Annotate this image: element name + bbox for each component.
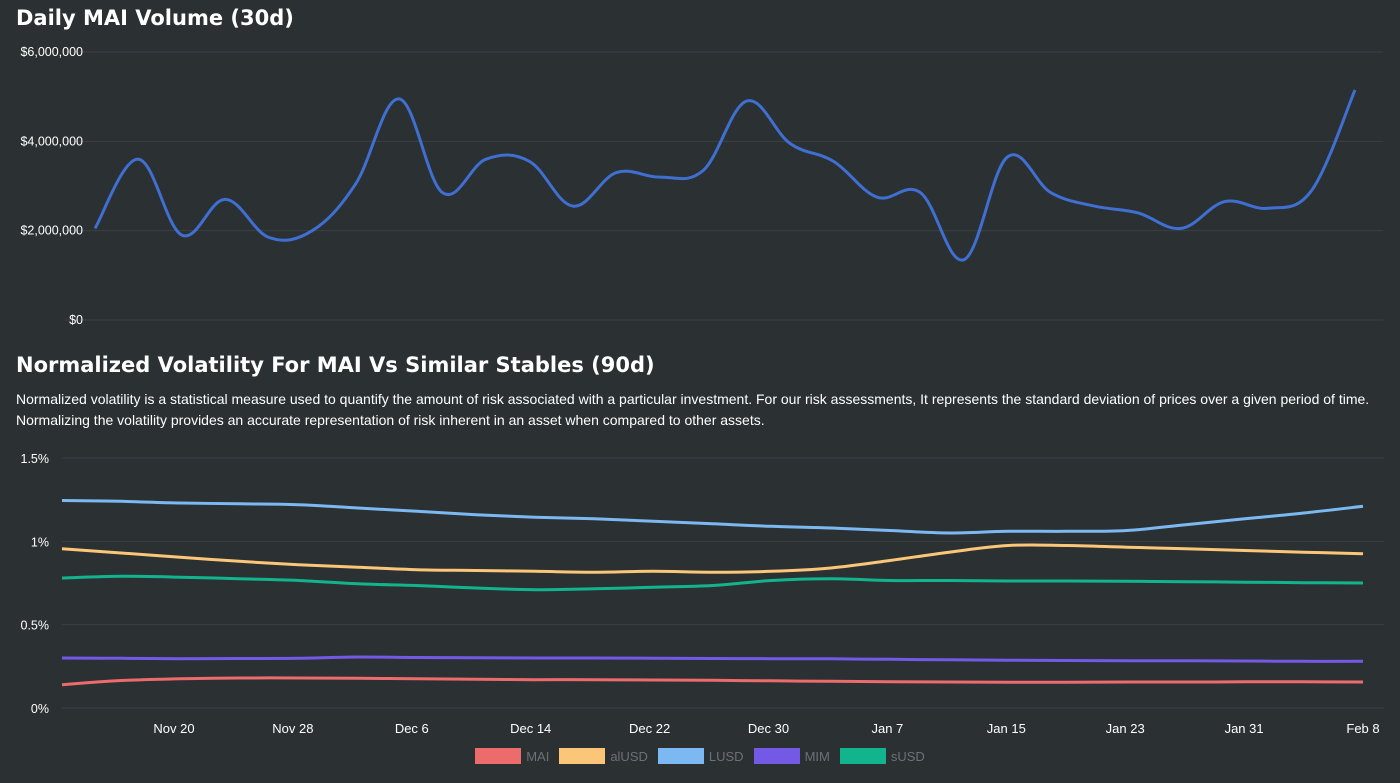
volatility-x-tick-label: Jan 23	[1106, 721, 1145, 736]
volatility-x-tick-label: Jan 15	[987, 721, 1026, 736]
volatility-chart-x-axis: Nov 20 Nov 28 Dec 6 Dec 14 Dec 22 Dec 30 Jan 7…	[153, 721, 1379, 736]
legend-item-lusd[interactable]: LUSD	[657, 748, 744, 764]
volatility-x-tick-label: Nov 20	[153, 721, 194, 736]
volatility-chart-y-axis: 0% 0.5% 1% 1.5%	[21, 452, 50, 716]
legend-item-susd[interactable]: sUSD	[839, 748, 925, 764]
volatility-y-tick-label: 1.5%	[21, 452, 50, 466]
volume-chart-series	[93, 89, 1357, 262]
volatility-x-tick-label: Nov 28	[272, 721, 313, 736]
volatility-y-tick-label: 0%	[31, 702, 49, 716]
volume-chart-grid	[65, 51, 1383, 321]
volatility-legend: MAI alUSD LUSD MIM sUSD	[0, 748, 1400, 764]
volume-y-tick-label: $4,000,000	[20, 134, 83, 148]
volatility-x-tick-label: Jan 7	[871, 721, 903, 736]
legend-swatch	[657, 748, 704, 764]
volatility-chart-series	[61, 499, 1364, 687]
volatility-chart-title: Normalized Volatility For MAI Vs Similar…	[16, 353, 655, 377]
volume-chart-title: Daily MAI Volume (30d)	[16, 6, 294, 30]
volume-y-tick-label: $0	[69, 313, 83, 327]
volatility-x-tick-label: Dec 14	[510, 721, 551, 736]
volatility-y-tick-label: 1%	[31, 535, 49, 549]
volume-chart-y-axis: $0 $2,000,000 $4,000,000 $6,000,000	[20, 45, 83, 327]
legend-label: sUSD	[890, 748, 925, 764]
series-line-lusd	[61, 499, 1364, 535]
series-line-susd	[61, 574, 1364, 592]
legend-swatch	[753, 748, 800, 764]
legend-label: MIM	[804, 748, 830, 764]
legend-item-alusd[interactable]: alUSD	[559, 748, 648, 764]
legend-label: MAI	[526, 748, 550, 764]
legend-item-mim[interactable]: MIM	[753, 748, 830, 764]
legend-swatch	[559, 748, 606, 764]
series-line-alusd	[61, 543, 1364, 574]
volume-series-line	[93, 89, 1357, 262]
volatility-y-tick-label: 0.5%	[21, 619, 50, 633]
volatility-x-tick-label: Feb 8	[1346, 721, 1379, 736]
legend-label: LUSD	[708, 748, 744, 764]
volume-chart: $0 $2,000,000 $4,000,000 $6,000,000	[20, 45, 1383, 327]
volatility-description: Normalized volatility is a statistical m…	[16, 391, 1370, 428]
legend-swatch	[839, 748, 886, 764]
volume-y-tick-label: $2,000,000	[20, 224, 83, 238]
volatility-x-tick-label: Dec 30	[748, 721, 789, 736]
volume-y-tick-label: $6,000,000	[20, 45, 83, 59]
volatility-chart: 0% 0.5% 1% 1.5% Nov 20 Nov 28 Dec 6 Dec 14 Dec …	[21, 452, 1384, 736]
volatility-chart-grid	[62, 457, 1384, 709]
series-line-mim	[61, 655, 1364, 663]
volatility-x-tick-label: Dec 6	[395, 721, 429, 736]
legend-swatch	[475, 748, 522, 764]
legend-item-mai[interactable]: MAI	[475, 748, 549, 764]
volatility-x-tick-label: Dec 22	[629, 721, 670, 736]
volatility-x-tick-label: Jan 31	[1225, 721, 1264, 736]
series-line-mai	[61, 676, 1364, 687]
legend-label: alUSD	[610, 748, 648, 764]
